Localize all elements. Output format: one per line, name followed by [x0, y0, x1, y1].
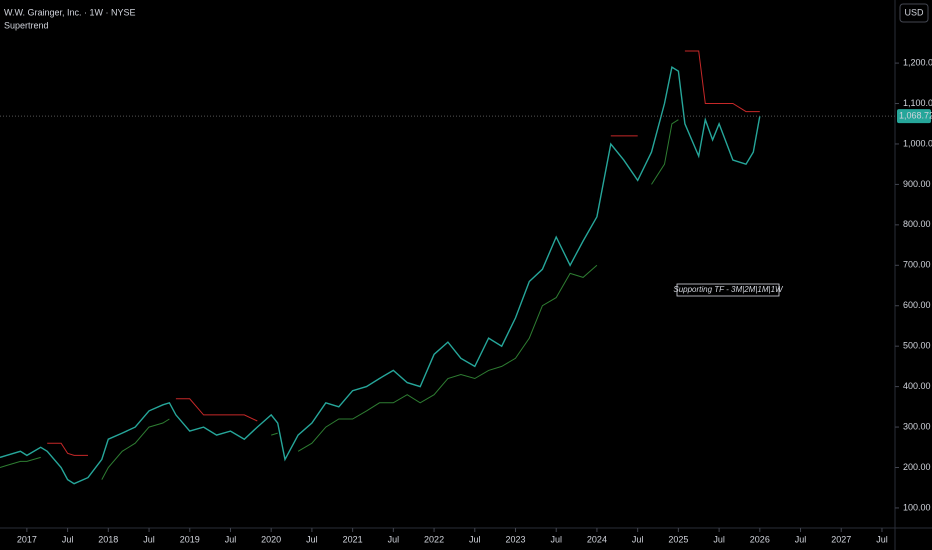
- y-tick-label: 500.00: [903, 341, 931, 351]
- x-tick-label: Jul: [388, 534, 400, 544]
- supertrend-line: [101, 418, 170, 480]
- x-tick-label: 2027: [831, 534, 851, 544]
- x-tick-label: 2020: [261, 534, 281, 544]
- y-tick-label: 200.00: [903, 462, 931, 472]
- y-tick-label: 900.00: [903, 179, 931, 189]
- x-tick-label: Jul: [713, 534, 725, 544]
- x-tick-label: Jul: [225, 534, 237, 544]
- y-tick-label: 1,200.00: [903, 57, 932, 67]
- last-price-label: 1,068.72: [899, 111, 932, 121]
- x-tick-label: 2017: [17, 534, 37, 544]
- currency-box[interactable]: [899, 3, 929, 23]
- x-tick-label: 2021: [343, 534, 363, 544]
- supertrend-line: [175, 398, 258, 422]
- x-tick-label: Jul: [550, 534, 562, 544]
- supertrend-line: [684, 50, 760, 113]
- x-tick-label: 2018: [98, 534, 118, 544]
- currency[interactable]: USD: [904, 7, 924, 17]
- supertrend-line: [271, 432, 278, 436]
- x-tick-label: 2022: [424, 534, 444, 544]
- annotation-box: [676, 283, 780, 297]
- supertrend-line: [651, 119, 679, 185]
- y-tick-label: 800.00: [903, 219, 931, 229]
- y-tick-label: 700.00: [903, 260, 931, 270]
- y-tick-label: 300.00: [903, 421, 931, 431]
- x-tick-label: Jul: [795, 534, 807, 544]
- x-tick-label: Jul: [632, 534, 644, 544]
- chart-title: W.W. Grainger, Inc. · 1W · NYSE: [4, 7, 136, 17]
- supertrend-line: [297, 264, 598, 452]
- x-tick-label: Jul: [306, 534, 318, 544]
- indicator-name: Supertrend: [4, 20, 49, 30]
- y-tick-label: 1,100.00: [903, 98, 932, 108]
- x-tick-label: 2025: [668, 534, 688, 544]
- y-tick-label: 400.00: [903, 381, 931, 391]
- price-line: [0, 65, 761, 485]
- x-tick-label: 2024: [587, 534, 607, 544]
- x-tick-label: 2023: [505, 534, 525, 544]
- last-price-box: [897, 109, 931, 124]
- y-tick-label: 600.00: [903, 300, 931, 310]
- supertrend-line: [0, 456, 41, 468]
- x-tick-label: 2019: [180, 534, 200, 544]
- supertrend-line: [47, 442, 88, 456]
- x-tick-label: Jul: [62, 534, 74, 544]
- x-tick-label: Jul: [143, 534, 155, 544]
- x-tick-label: 2026: [750, 534, 770, 544]
- annotation: Supporting TF - 3M|2M|1M|1W: [673, 285, 784, 294]
- y-tick-label: 100.00: [903, 502, 931, 512]
- x-tick-label: Jul: [469, 534, 481, 544]
- y-tick-label: 1,000.00: [903, 138, 932, 148]
- x-tick-label: Jul: [876, 534, 888, 544]
